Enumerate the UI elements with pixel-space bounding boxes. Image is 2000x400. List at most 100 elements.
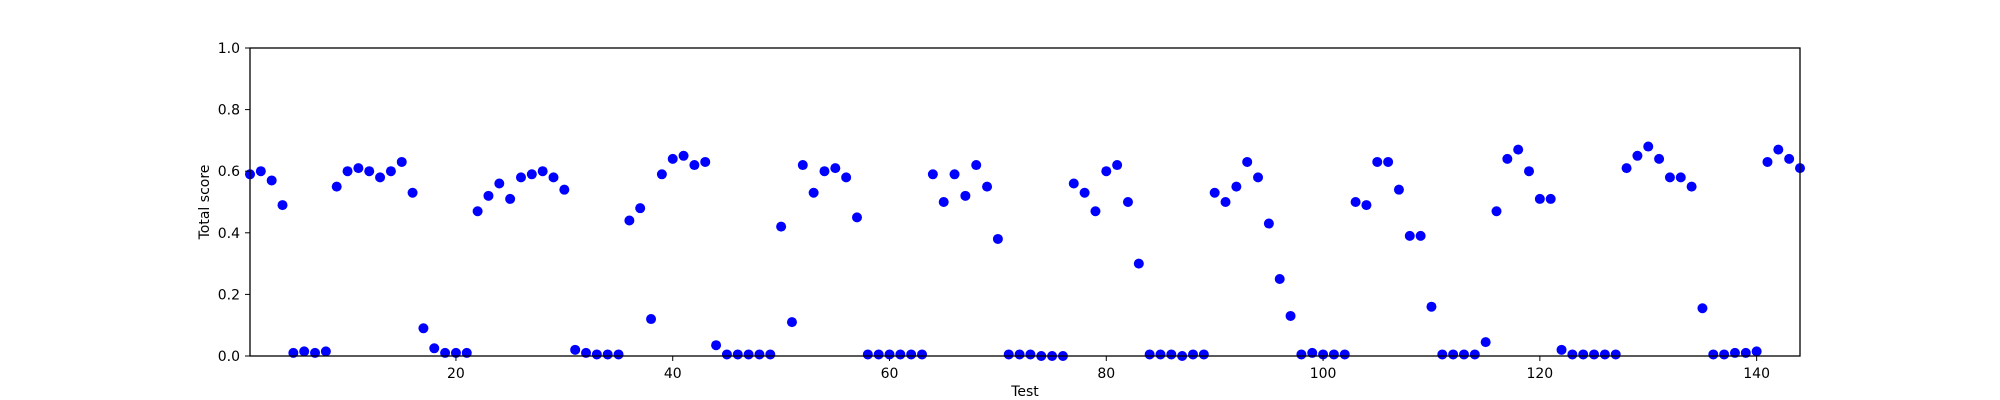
data-point xyxy=(418,323,429,334)
x-tick-label: 80 xyxy=(1097,366,1115,382)
data-point xyxy=(1751,346,1762,357)
data-point xyxy=(819,166,830,177)
data-point xyxy=(1188,349,1199,360)
data-point xyxy=(754,349,765,360)
data-point xyxy=(1274,274,1285,284)
data-point xyxy=(537,166,548,177)
data-point xyxy=(320,346,331,357)
x-axis-ticks: 20 40 60 80 100 120 140 xyxy=(447,356,1770,382)
data-point xyxy=(505,193,516,204)
data-point xyxy=(700,156,711,167)
data-point xyxy=(515,172,526,183)
data-point xyxy=(862,349,873,360)
data-point xyxy=(1491,206,1502,217)
data-point xyxy=(1296,349,1307,360)
data-point xyxy=(1556,344,1567,355)
data-point xyxy=(678,150,689,161)
data-point xyxy=(1133,258,1144,269)
data-point xyxy=(1079,187,1090,198)
data-point xyxy=(646,314,657,325)
data-point xyxy=(1415,230,1426,241)
data-point xyxy=(1112,160,1123,171)
x-tick-label: 140 xyxy=(1743,366,1770,382)
data-point xyxy=(266,175,277,186)
data-point xyxy=(1361,200,1372,211)
data-point xyxy=(1242,156,1253,167)
data-point xyxy=(1209,187,1220,198)
plot-frame xyxy=(249,47,1801,357)
data-point xyxy=(732,349,743,360)
data-point xyxy=(1675,172,1686,183)
data-point xyxy=(472,206,483,217)
data-point xyxy=(364,166,375,177)
data-point xyxy=(927,169,938,180)
y-tick-label: 0.4 xyxy=(218,226,240,242)
data-point xyxy=(1469,349,1480,360)
data-point xyxy=(1068,178,1079,189)
data-point xyxy=(1339,349,1350,360)
data-point xyxy=(992,233,1003,244)
data-point xyxy=(1719,349,1730,360)
data-point xyxy=(949,169,960,180)
data-point xyxy=(1534,193,1545,204)
data-point xyxy=(689,160,700,171)
data-point xyxy=(1231,181,1242,192)
data-point xyxy=(851,212,862,223)
data-point xyxy=(1589,349,1600,360)
x-tick-label: 60 xyxy=(881,366,899,382)
data-point xyxy=(1122,197,1133,207)
data-point xyxy=(1578,349,1589,360)
data-point xyxy=(1567,349,1578,360)
data-point xyxy=(667,153,678,164)
y-tick-label: 0.6 xyxy=(218,164,240,180)
data-point xyxy=(1437,349,1448,360)
data-point xyxy=(884,349,895,360)
data-point xyxy=(277,200,288,211)
y-axis-label: Total score xyxy=(197,165,213,241)
data-point xyxy=(1458,349,1469,360)
data-point xyxy=(743,349,754,360)
data-point xyxy=(570,344,581,355)
data-point xyxy=(1166,349,1177,360)
data-point xyxy=(841,172,852,183)
data-point xyxy=(1773,144,1784,155)
data-point xyxy=(299,346,310,357)
data-point xyxy=(635,203,646,214)
data-point xyxy=(1285,310,1296,321)
data-point xyxy=(830,163,841,174)
data-point xyxy=(526,169,537,180)
data-point xyxy=(1090,206,1101,217)
data-point xyxy=(1328,349,1339,360)
data-point xyxy=(895,349,906,360)
data-point xyxy=(1621,163,1632,174)
data-point xyxy=(971,160,982,171)
data-point xyxy=(429,343,440,354)
data-point xyxy=(591,349,602,360)
data-point xyxy=(1610,349,1621,360)
data-point xyxy=(1155,349,1166,360)
x-tick-label: 40 xyxy=(664,366,682,382)
x-axis-label: Test xyxy=(1010,384,1039,400)
data-point xyxy=(1426,301,1437,312)
data-point xyxy=(656,169,667,180)
data-point xyxy=(1448,349,1459,360)
data-point xyxy=(1784,153,1795,164)
data-point xyxy=(1404,230,1415,241)
data-point xyxy=(1524,166,1535,177)
data-point xyxy=(1253,172,1264,183)
data-point xyxy=(1003,349,1014,360)
data-point xyxy=(1318,349,1329,360)
data-point xyxy=(1632,150,1643,161)
data-point xyxy=(1502,153,1513,164)
data-point xyxy=(255,166,266,177)
data-point xyxy=(711,340,722,351)
x-tick-label: 100 xyxy=(1310,366,1337,382)
data-point xyxy=(407,187,418,198)
data-point xyxy=(1025,349,1036,360)
data-point xyxy=(1372,156,1383,167)
data-point xyxy=(1708,349,1719,360)
data-point xyxy=(873,349,884,360)
data-point xyxy=(1220,197,1231,207)
data-point xyxy=(1664,172,1675,183)
